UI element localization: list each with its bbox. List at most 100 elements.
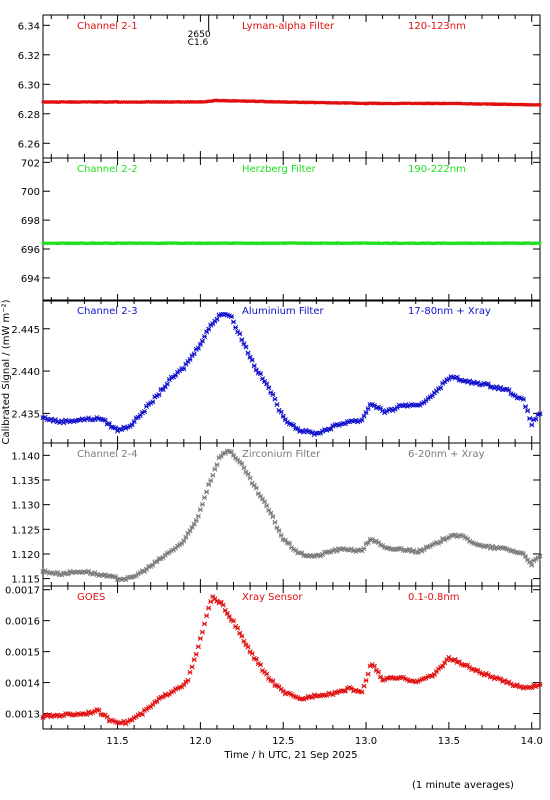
data-point — [104, 714, 110, 720]
data-point — [195, 513, 201, 519]
x-tick-label: 12.5 — [272, 736, 294, 747]
data-point — [249, 357, 255, 363]
data-point — [529, 562, 535, 568]
data-point — [359, 417, 365, 423]
data-point — [154, 698, 160, 704]
filter-label: Herzberg Filter — [242, 164, 317, 175]
data-point — [224, 611, 230, 617]
x-tick-label: 13.5 — [438, 736, 460, 747]
data-point — [522, 404, 529, 410]
panel-frame-1 — [42, 14, 541, 159]
data-point — [533, 416, 539, 422]
band-label: 120-123nm — [408, 21, 466, 32]
data-point — [206, 605, 212, 611]
data-point — [361, 545, 367, 552]
data-point — [102, 417, 108, 423]
data-point — [253, 367, 259, 373]
data-point — [527, 415, 533, 422]
data-point — [214, 462, 220, 468]
y-tick-label: 698 — [21, 216, 40, 227]
data-point — [257, 371, 263, 377]
data-point — [197, 341, 203, 347]
data-point — [237, 331, 243, 337]
data-point — [363, 677, 369, 684]
y-tick-label: 2.440 — [11, 367, 40, 378]
y-tick-label: 0.0017 — [5, 586, 40, 597]
y-tick-label: 1.120 — [11, 550, 40, 561]
data-point — [253, 656, 259, 662]
filter-label: Xray Sensor — [242, 592, 303, 603]
data-point — [230, 319, 237, 325]
data-point — [520, 396, 526, 402]
data-point — [264, 503, 270, 509]
band-label: 17-80nm + Xray — [408, 306, 491, 317]
data-point — [537, 411, 543, 417]
data-point — [214, 316, 220, 322]
data-point — [272, 396, 278, 402]
data-point — [431, 671, 437, 678]
data-point — [212, 466, 218, 472]
data-point — [274, 402, 280, 408]
data-point — [191, 351, 197, 357]
series-markers-2 — [41, 241, 542, 246]
data-point — [191, 657, 197, 663]
x-axis-label: Time / h UTC, 21 Sep 2025 — [223, 750, 357, 761]
data-point — [197, 635, 203, 641]
data-point — [485, 381, 491, 387]
data-point — [220, 602, 226, 608]
data-point — [199, 338, 206, 344]
data-point — [187, 528, 193, 534]
y-tick-label: 0.0014 — [5, 679, 40, 690]
data-point — [270, 514, 276, 520]
data-point — [181, 538, 187, 544]
data-point — [291, 422, 297, 428]
data-point — [375, 669, 382, 675]
y-tick-label: 2.435 — [11, 409, 40, 420]
channel-label: Channel 2-2 — [77, 164, 138, 175]
data-point — [112, 425, 119, 431]
data-point — [264, 381, 270, 387]
y-tick-label: 702 — [21, 158, 40, 169]
data-point — [191, 521, 197, 527]
data-point — [106, 421, 112, 427]
data-point — [278, 532, 284, 538]
y-tick-label: 6.28 — [18, 110, 40, 121]
data-point — [139, 711, 145, 718]
panel-frame-5 — [42, 585, 541, 730]
series-markers-5 — [40, 594, 543, 727]
data-point — [371, 663, 377, 669]
data-point — [527, 559, 533, 565]
data-point — [208, 477, 214, 484]
data-point — [259, 376, 266, 382]
data-point — [245, 644, 251, 650]
data-point — [199, 501, 206, 507]
data-point — [183, 534, 189, 540]
data-point — [454, 374, 460, 380]
data-point — [506, 387, 512, 393]
y-tick-label: 1.130 — [11, 501, 40, 512]
y-tick-label: 6.34 — [18, 21, 40, 32]
data-point — [222, 607, 228, 613]
data-point — [525, 408, 531, 414]
data-point — [129, 422, 135, 428]
filter-label: Aluminium Filter — [242, 306, 325, 317]
data-point — [241, 638, 247, 644]
data-point — [241, 465, 247, 471]
data-point — [150, 562, 156, 568]
data-point — [239, 337, 245, 343]
data-point — [154, 559, 160, 565]
data-point — [442, 660, 448, 666]
data-point — [286, 540, 292, 546]
y-tick-label: 1.115 — [11, 575, 40, 586]
data-point — [342, 688, 348, 694]
data-point — [208, 599, 214, 605]
data-point — [201, 334, 208, 340]
data-point — [365, 540, 371, 546]
data-point — [195, 345, 201, 351]
filter-label: Lyman-alpha Filter — [242, 21, 335, 32]
data-point — [235, 625, 241, 631]
data-point — [538, 103, 542, 107]
x-tick-label: 13.0 — [355, 736, 377, 747]
data-point — [440, 663, 446, 669]
flare-marker-class: C1.6 — [188, 38, 209, 48]
